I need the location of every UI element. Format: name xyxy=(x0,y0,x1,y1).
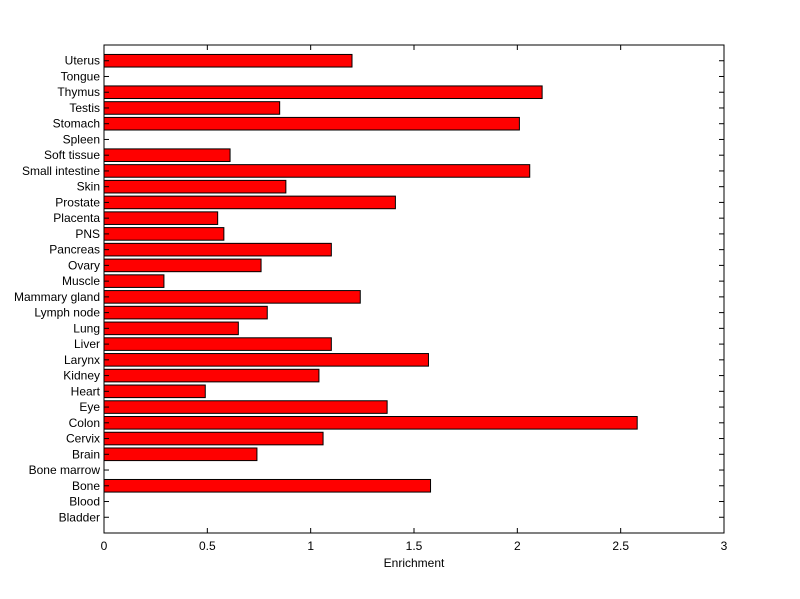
bar-pancreas xyxy=(103,242,332,257)
bar-testis xyxy=(103,101,281,115)
x-tick-label: 0.5 xyxy=(199,539,216,553)
bar-larynx xyxy=(103,353,429,367)
y-tick-label: Bone xyxy=(72,479,100,493)
bar-placenta xyxy=(103,211,219,225)
x-axis-title: Enrichment xyxy=(384,556,445,570)
y-tick-label: Ovary xyxy=(68,258,100,272)
y-tick-label: Larynx xyxy=(64,353,100,367)
bar-muscle xyxy=(103,274,165,288)
y-tick-label: Lymph node xyxy=(34,306,100,320)
bar-kidney xyxy=(103,368,320,383)
y-tick-label: Eye xyxy=(79,400,100,414)
bar-lung xyxy=(103,321,239,336)
bar-bone xyxy=(103,478,432,493)
y-tick-label: Uterus xyxy=(65,54,100,68)
y-tick-label: Lung xyxy=(73,321,100,335)
y-tick-label: Colon xyxy=(69,416,100,430)
y-tick-label: Liver xyxy=(74,337,100,351)
x-tick-label: 2 xyxy=(514,539,521,553)
y-tick-label: Spleen xyxy=(63,132,100,146)
y-tick-label: Prostate xyxy=(55,195,100,209)
bars-group xyxy=(103,53,638,493)
y-tick-label: Soft tissue xyxy=(44,148,100,162)
bar-mammary-gland xyxy=(103,290,361,304)
bar-ovary xyxy=(103,258,262,273)
x-tick-label: 1 xyxy=(307,539,314,553)
x-axis-ticks: 0 0.5 1 1.5 2 2.5 3 xyxy=(101,45,728,553)
bar-heart xyxy=(103,384,206,399)
y-tick-label: Tongue xyxy=(61,69,101,83)
y-tick-label: Muscle xyxy=(62,274,100,288)
y-tick-label: Blood xyxy=(69,495,100,509)
y-tick-label: Bladder xyxy=(59,510,100,524)
y-tick-label: Pancreas xyxy=(49,243,100,257)
y-tick-label: PNS xyxy=(75,227,100,241)
y-tick-label: Thymus xyxy=(57,85,100,99)
y-tick-label: Testis xyxy=(69,101,100,115)
bar-brain xyxy=(103,447,258,462)
bar-prostate xyxy=(103,195,396,210)
bar-colon xyxy=(103,416,638,430)
x-tick-label: 3 xyxy=(721,539,728,553)
bar-thymus xyxy=(103,85,543,100)
bar-skin xyxy=(103,179,287,194)
y-tick-label: Small intestine xyxy=(22,164,100,178)
bar-uterus xyxy=(103,53,353,68)
y-tick-label: Heart xyxy=(71,384,101,398)
bar-soft-tissue xyxy=(103,148,231,162)
y-tick-label: Cervix xyxy=(66,432,100,446)
y-tick-label: Bone marrow xyxy=(29,463,101,477)
bar-cervix xyxy=(103,431,324,446)
bar-pns xyxy=(103,227,225,241)
y-tick-label: Kidney xyxy=(63,369,100,383)
y-tick-label: Skin xyxy=(77,180,100,194)
bar-stomach xyxy=(103,116,520,131)
x-tick-label: 2.5 xyxy=(612,539,629,553)
bar-eye xyxy=(103,400,388,414)
bar-small-intestine xyxy=(103,164,531,178)
y-tick-label: Mammary gland xyxy=(14,290,100,304)
x-tick-label: 0 xyxy=(101,539,108,553)
y-tick-label: Brain xyxy=(72,447,100,461)
x-tick-label: 1.5 xyxy=(406,539,423,553)
y-tick-label: Stomach xyxy=(53,117,100,131)
bar-liver xyxy=(103,337,332,351)
y-tick-label: Placenta xyxy=(53,211,100,225)
bar-lymph-node xyxy=(103,305,268,320)
